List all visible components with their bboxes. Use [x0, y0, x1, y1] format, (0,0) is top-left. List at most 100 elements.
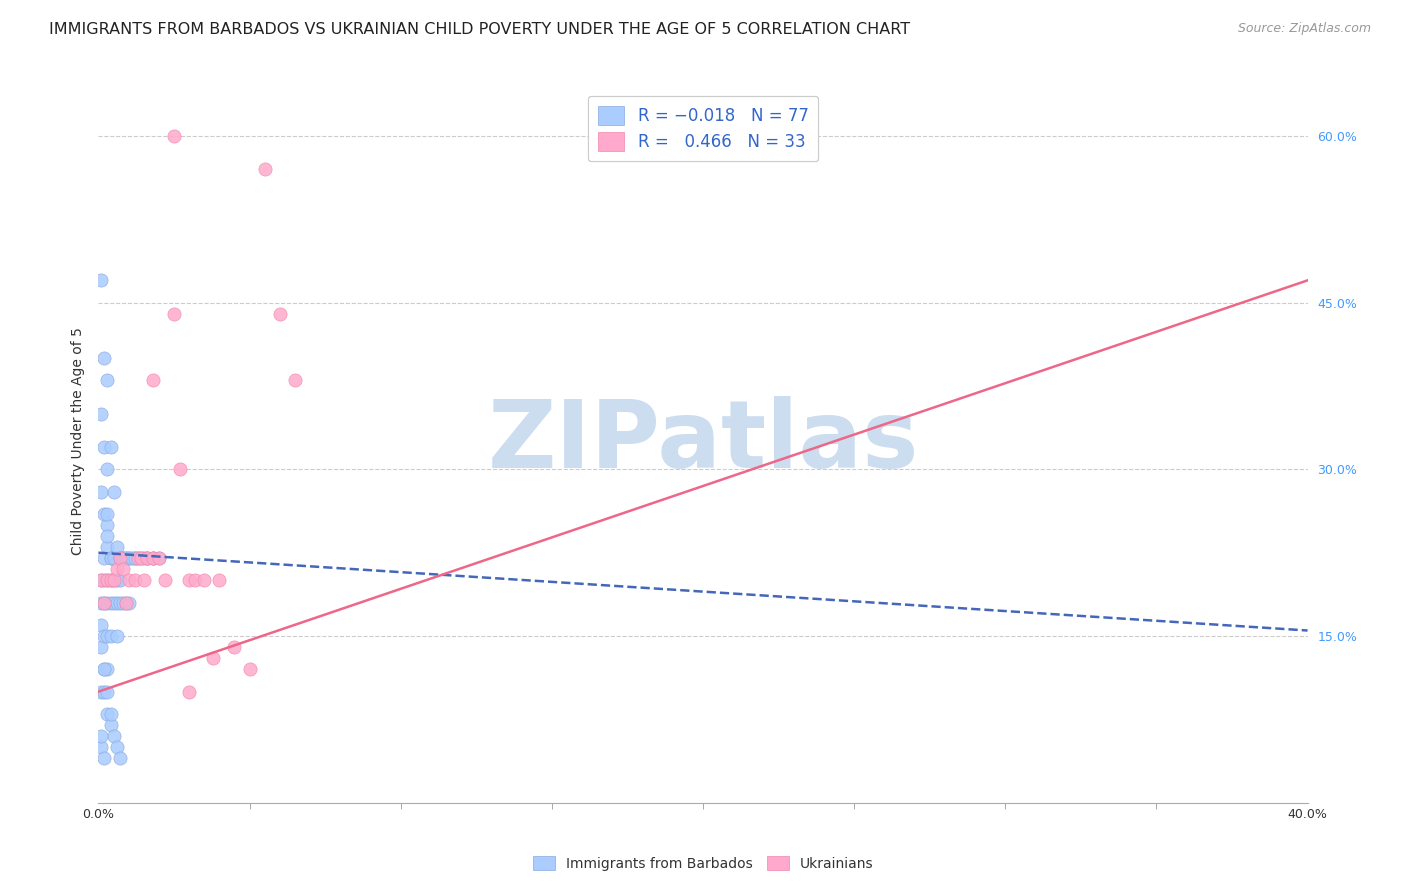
Point [90, 484, 112, 499]
Point [108, 551, 131, 566]
Point [105, 540, 128, 554]
Point [93, 596, 115, 610]
Point [100, 629, 122, 643]
Point [105, 551, 128, 566]
Point [142, 551, 165, 566]
Point [90, 596, 112, 610]
Point [96, 574, 118, 588]
Legend: Immigrants from Barbados, Ukrainians: Immigrants from Barbados, Ukrainians [527, 850, 879, 876]
Point [118, 551, 141, 566]
Point [163, 307, 186, 321]
Point [103, 574, 125, 588]
Point [96, 517, 118, 532]
Point [184, 574, 207, 588]
Point [100, 551, 122, 566]
Point [93, 440, 115, 454]
Point [93, 507, 115, 521]
Point [105, 740, 128, 755]
Point [127, 551, 149, 566]
Point [163, 128, 186, 143]
Point [93, 751, 115, 765]
Point [96, 574, 118, 588]
Point [103, 574, 125, 588]
Point [269, 307, 291, 321]
Point [114, 551, 136, 566]
Point [93, 574, 115, 588]
Point [124, 574, 146, 588]
Point [108, 596, 131, 610]
Point [103, 551, 125, 566]
Point [105, 574, 128, 588]
Point [96, 706, 118, 721]
Point [153, 574, 176, 588]
Point [100, 440, 122, 454]
Point [142, 373, 165, 387]
Point [93, 662, 115, 676]
Point [142, 551, 165, 566]
Point [100, 706, 122, 721]
Point [108, 551, 131, 566]
Point [111, 551, 134, 566]
Point [90, 729, 112, 743]
Point [179, 684, 201, 698]
Point [103, 484, 125, 499]
Point [90, 574, 112, 588]
Point [103, 596, 125, 610]
Point [124, 551, 146, 566]
Point [169, 462, 191, 476]
Point [100, 718, 122, 732]
Point [253, 162, 276, 177]
Point [103, 729, 125, 743]
Point [135, 551, 157, 566]
Point [96, 540, 118, 554]
Point [118, 596, 141, 610]
Point [111, 551, 134, 566]
Point [90, 273, 112, 287]
Point [90, 684, 112, 698]
Point [111, 596, 134, 610]
Point [118, 574, 141, 588]
Point [105, 596, 128, 610]
Point [100, 574, 122, 588]
Point [100, 596, 122, 610]
Point [103, 551, 125, 566]
Point [90, 407, 112, 421]
Point [96, 462, 118, 476]
Point [100, 551, 122, 566]
Point [148, 551, 170, 566]
Point [148, 551, 170, 566]
Point [124, 551, 146, 566]
Point [93, 596, 115, 610]
Text: ZIPatlas: ZIPatlas [488, 395, 918, 488]
Point [129, 551, 152, 566]
Point [93, 662, 115, 676]
Point [179, 574, 201, 588]
Point [100, 574, 122, 588]
Point [93, 351, 115, 366]
Point [90, 574, 112, 588]
Point [96, 662, 118, 676]
Point [90, 640, 112, 655]
Point [114, 551, 136, 566]
Point [93, 684, 115, 698]
Point [132, 551, 155, 566]
Point [208, 574, 231, 588]
Text: IMMIGRANTS FROM BARBADOS VS UKRAINIAN CHILD POVERTY UNDER THE AGE OF 5 CORRELATI: IMMIGRANTS FROM BARBADOS VS UKRAINIAN CH… [49, 22, 910, 37]
Point [93, 629, 115, 643]
Point [224, 640, 246, 655]
Text: Source: ZipAtlas.com: Source: ZipAtlas.com [1237, 22, 1371, 36]
Point [114, 596, 136, 610]
Point [96, 684, 118, 698]
Point [114, 596, 136, 610]
Point [108, 751, 131, 765]
Point [127, 551, 149, 566]
Point [108, 574, 131, 588]
Point [135, 551, 157, 566]
Point [96, 507, 118, 521]
Point [239, 662, 262, 676]
Point [121, 551, 143, 566]
Point [90, 740, 112, 755]
Point [135, 551, 157, 566]
Point [105, 629, 128, 643]
Point [132, 574, 155, 588]
